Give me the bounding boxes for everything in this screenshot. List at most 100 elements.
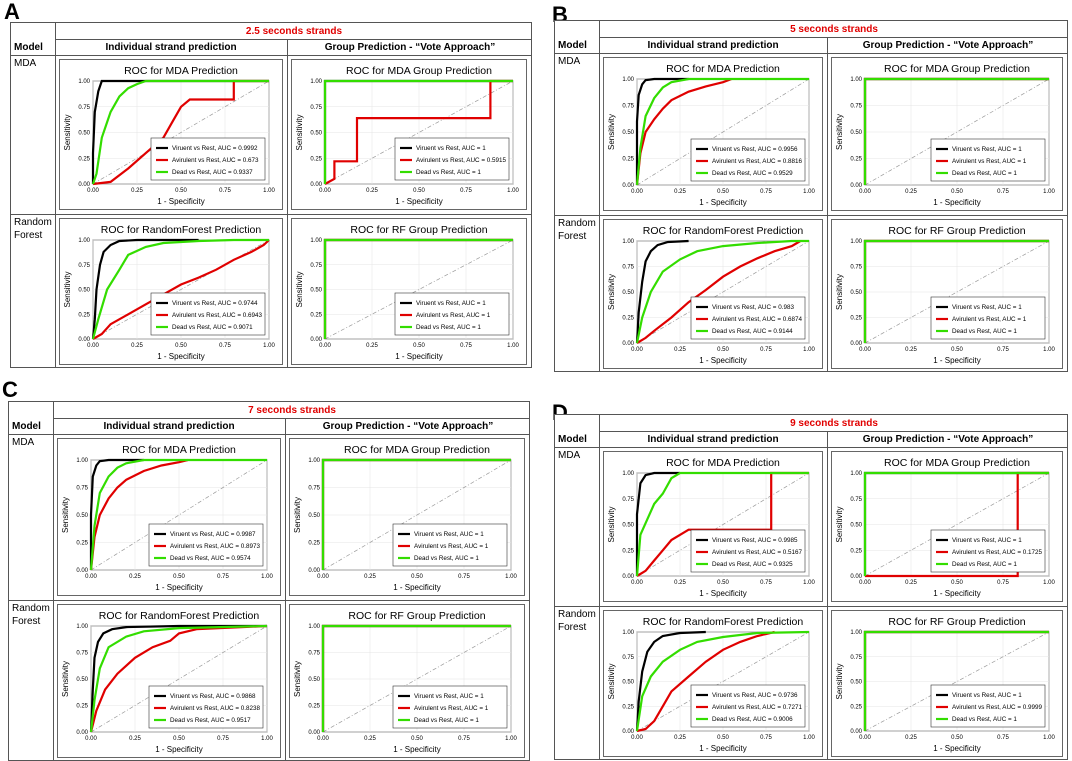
x-tick-label: 0.75 — [997, 347, 1009, 353]
y-tick-label: 0.50 — [850, 523, 862, 529]
header-group: Group Prediction - “Vote Approach” — [324, 42, 496, 53]
roc-series-line-2 — [323, 238, 513, 339]
y-tick-label: 1.00 — [850, 77, 862, 83]
x-tick-label: 0.75 — [460, 188, 472, 194]
legend-entry: Avirulent vs Rest, AUC = 0.6943 — [172, 312, 263, 319]
legend-entry: Avirulent vs Rest, AUC = 1 — [414, 705, 489, 712]
roc-chart: ROC for RF Group Prediction 0.000.00 0.25 0… — [831, 219, 1063, 369]
legend-entry: Viruent vs Rest, AUC = 0.9987 — [170, 531, 256, 538]
y-tick-label: 0.75 — [622, 265, 634, 271]
legend-entry: Avirulent vs Rest, AUC = 0.673 — [172, 157, 259, 164]
roc-series-line-0 — [635, 77, 689, 185]
roc-series-line-1 — [636, 471, 809, 577]
header-individual: Individual strand prediction — [647, 434, 779, 445]
roc-series-line-0 — [89, 624, 267, 733]
row-label-random-forest: Random — [14, 217, 52, 228]
col-divider — [827, 431, 828, 759]
roc-chart: ROC for RandomForest Prediction 0.000.00 0… — [59, 218, 283, 365]
x-tick-label: 1.00 — [507, 188, 519, 194]
y-tick-label: 1.00 — [310, 238, 322, 244]
y-tick-label: 0.25 — [622, 704, 634, 710]
y-tick-label: 1.00 — [622, 239, 634, 245]
x-tick-label: 0.25 — [674, 347, 686, 353]
x-tick-label: 0.75 — [219, 343, 231, 349]
y-tick-label: 0.25 — [76, 541, 88, 547]
y-axis-label: Sensitivity — [607, 114, 616, 150]
roc-series-line-2 — [635, 239, 809, 344]
x-tick-label: 0.75 — [760, 735, 772, 741]
y-tick-label: 0.75 — [850, 265, 862, 271]
roc-chart: ROC for RandomForest Prediction 0.000.00 0… — [57, 604, 281, 758]
x-tick-label: 1.00 — [1043, 735, 1055, 741]
chart-title: ROC for RandomForest Prediction — [643, 616, 804, 628]
y-tick-label: 1.00 — [76, 458, 88, 464]
x-axis-label: 1 - Specificity — [393, 745, 441, 754]
row-divider — [599, 37, 1067, 38]
roc-chart: ROC for MDA Group Prediction 0.000.00 0.25… — [291, 59, 527, 210]
legend-entry: Dead vs Rest, AUC = 1 — [416, 169, 481, 176]
panel-label: C — [2, 377, 18, 402]
row-label-random-forest-2: Forest — [12, 616, 41, 627]
legend-entry: Viruent vs Rest, AUC = 0.9868 — [170, 693, 256, 700]
x-axis-label: 1 - Specificity — [699, 744, 747, 753]
row-divider — [11, 55, 531, 56]
x-tick-label: 0.00 — [859, 189, 871, 195]
x-tick-label: 0.75 — [458, 736, 470, 742]
legend-entry: Viruent vs Rest, AUC = 1 — [952, 146, 1022, 153]
x-tick-label: 0.75 — [997, 735, 1009, 741]
y-tick-label: 0.25 — [310, 312, 322, 318]
y-tick-label: 0.75 — [850, 497, 862, 503]
y-tick-label: 0.75 — [622, 497, 634, 503]
roc-series-line-0 — [91, 79, 269, 184]
chart-title: ROC for RandomForest Prediction — [101, 224, 262, 236]
y-tick-label: 0.75 — [78, 263, 90, 269]
chance-diagonal — [864, 631, 1050, 732]
row-label-mda: MDA — [558, 450, 581, 461]
y-tick-label: 0.75 — [76, 651, 88, 657]
x-tick-label: 1.00 — [263, 343, 275, 349]
x-tick-label: 0.50 — [175, 188, 187, 194]
y-tick-label: 0.50 — [308, 513, 320, 519]
legend-entry: Dead vs Rest, AUC = 1 — [952, 170, 1017, 177]
chance-diagonal — [90, 459, 268, 571]
x-tick-label: 0.00 — [87, 188, 99, 194]
y-tick-label: 0.25 — [78, 312, 90, 318]
roc-series-line-1 — [636, 630, 775, 733]
legend-entry: Viruent vs Rest, AUC = 1 — [414, 531, 484, 538]
y-tick-label: 0.00 — [622, 574, 634, 580]
chance-diagonal — [864, 240, 1050, 344]
x-tick-label: 0.50 — [413, 343, 425, 349]
y-tick-label: 0.00 — [76, 730, 88, 736]
x-tick-label: 0.50 — [717, 189, 729, 195]
y-tick-label: 0.00 — [850, 183, 862, 189]
header-individual: Individual strand prediction — [647, 40, 779, 51]
legend-entry: Viruent vs Rest, AUC = 1 — [416, 145, 486, 152]
y-tick-label: 0.75 — [310, 105, 322, 111]
x-tick-label: 0.75 — [458, 574, 470, 580]
y-tick-label: 0.50 — [310, 288, 322, 294]
x-tick-label: 0.00 — [631, 189, 643, 195]
chart-title: ROC for MDA Prediction — [666, 457, 780, 469]
row-divider — [11, 214, 531, 215]
y-tick-label: 0.50 — [308, 677, 320, 683]
x-tick-label: 0.25 — [129, 736, 141, 742]
x-tick-label: 0.50 — [175, 343, 187, 349]
y-axis-label: Sensitivity — [63, 271, 72, 307]
roc-chart: ROC for RF Group Prediction 0.000.00 0.25 0… — [291, 218, 527, 365]
y-tick-label: 0.00 — [850, 729, 862, 735]
roc-series-line-2 — [91, 79, 269, 185]
y-tick-label: 0.00 — [850, 341, 862, 347]
x-tick-label: 0.00 — [631, 735, 643, 741]
legend-entry: Dead vs Rest, AUC = 1 — [952, 716, 1017, 723]
x-tick-label: 0.00 — [859, 347, 871, 353]
y-tick-label: 0.00 — [78, 182, 90, 188]
legend-box — [930, 529, 1046, 573]
row-label-mda: MDA — [12, 437, 35, 448]
y-tick-label: 0.00 — [622, 729, 634, 735]
y-tick-label: 0.00 — [76, 568, 88, 574]
header-group: Group Prediction - “Vote Approach” — [862, 40, 1034, 51]
x-tick-label: 1.00 — [263, 188, 275, 194]
roc-chart: ROC for MDA Prediction 0.000.00 0.25 0.25 0.… — [603, 451, 823, 602]
y-axis-label: Sensitivity — [63, 114, 72, 150]
